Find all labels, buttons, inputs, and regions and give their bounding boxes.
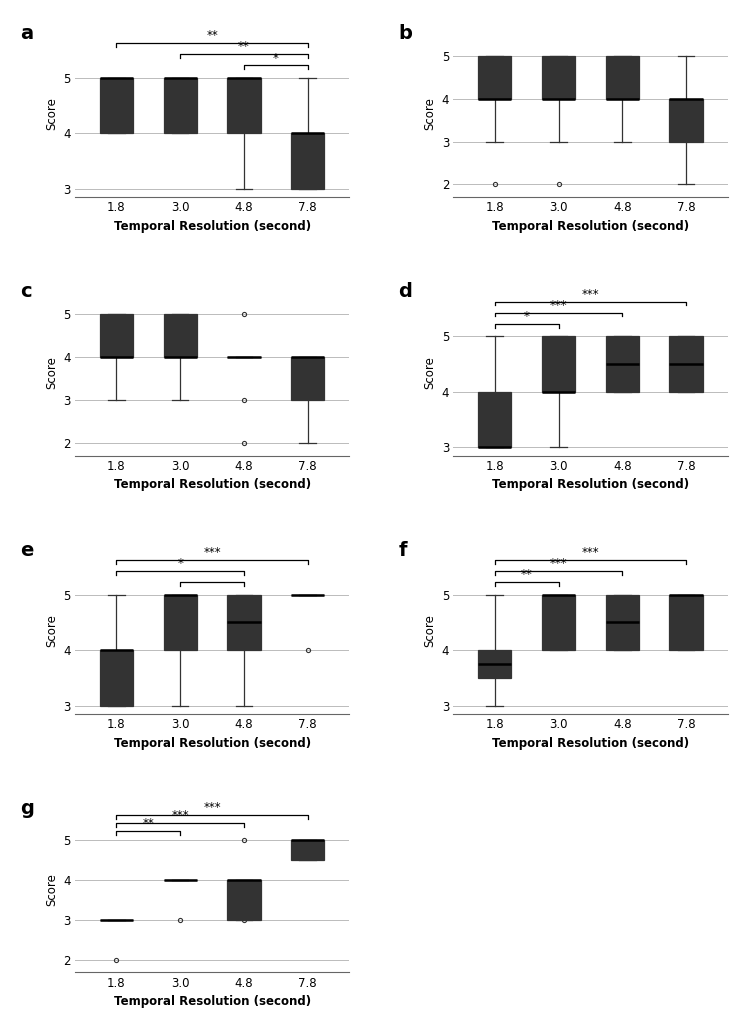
- PathPatch shape: [606, 56, 639, 99]
- Y-axis label: Score: Score: [423, 614, 436, 647]
- PathPatch shape: [164, 314, 196, 358]
- Text: e: e: [20, 541, 34, 559]
- Text: ***: ***: [550, 299, 567, 312]
- PathPatch shape: [606, 336, 639, 392]
- X-axis label: Temporal Resolution (second): Temporal Resolution (second): [113, 995, 310, 1008]
- PathPatch shape: [164, 78, 196, 134]
- Text: *: *: [273, 52, 279, 65]
- PathPatch shape: [542, 595, 575, 650]
- Text: ***: ***: [581, 288, 599, 301]
- PathPatch shape: [100, 314, 133, 358]
- PathPatch shape: [291, 134, 324, 188]
- PathPatch shape: [227, 78, 260, 134]
- PathPatch shape: [542, 56, 575, 99]
- Text: ***: ***: [203, 801, 221, 814]
- Text: **: **: [206, 29, 218, 43]
- Text: **: **: [142, 817, 154, 831]
- X-axis label: Temporal Resolution (second): Temporal Resolution (second): [492, 478, 689, 491]
- Text: ***: ***: [550, 557, 567, 570]
- Text: c: c: [20, 283, 32, 301]
- X-axis label: Temporal Resolution (second): Temporal Resolution (second): [492, 220, 689, 233]
- Y-axis label: Score: Score: [45, 614, 58, 647]
- PathPatch shape: [100, 78, 133, 134]
- Text: **: **: [238, 41, 250, 54]
- Text: f: f: [398, 541, 407, 559]
- Text: d: d: [398, 283, 412, 301]
- Y-axis label: Score: Score: [45, 97, 58, 131]
- Text: ***: ***: [581, 546, 599, 559]
- X-axis label: Temporal Resolution (second): Temporal Resolution (second): [113, 736, 310, 750]
- X-axis label: Temporal Resolution (second): Temporal Resolution (second): [113, 478, 310, 491]
- PathPatch shape: [100, 650, 133, 706]
- PathPatch shape: [227, 595, 260, 650]
- X-axis label: Temporal Resolution (second): Temporal Resolution (second): [492, 736, 689, 750]
- Text: a: a: [20, 23, 33, 43]
- PathPatch shape: [478, 392, 512, 448]
- Y-axis label: Score: Score: [45, 356, 58, 389]
- Text: **: **: [520, 568, 532, 581]
- Y-axis label: Score: Score: [423, 97, 436, 131]
- Text: b: b: [398, 23, 412, 43]
- PathPatch shape: [164, 595, 196, 650]
- Text: ***: ***: [172, 809, 189, 823]
- PathPatch shape: [227, 880, 260, 920]
- PathPatch shape: [670, 595, 703, 650]
- PathPatch shape: [542, 336, 575, 392]
- Text: g: g: [20, 799, 34, 819]
- PathPatch shape: [291, 358, 324, 400]
- PathPatch shape: [478, 650, 512, 678]
- PathPatch shape: [606, 595, 639, 650]
- X-axis label: Temporal Resolution (second): Temporal Resolution (second): [113, 220, 310, 233]
- Text: *: *: [177, 557, 183, 570]
- PathPatch shape: [291, 840, 324, 860]
- Y-axis label: Score: Score: [423, 356, 436, 389]
- PathPatch shape: [670, 99, 703, 142]
- PathPatch shape: [670, 336, 703, 392]
- Text: *: *: [524, 310, 530, 323]
- Y-axis label: Score: Score: [45, 872, 58, 906]
- PathPatch shape: [478, 56, 512, 99]
- Text: ***: ***: [203, 546, 221, 559]
